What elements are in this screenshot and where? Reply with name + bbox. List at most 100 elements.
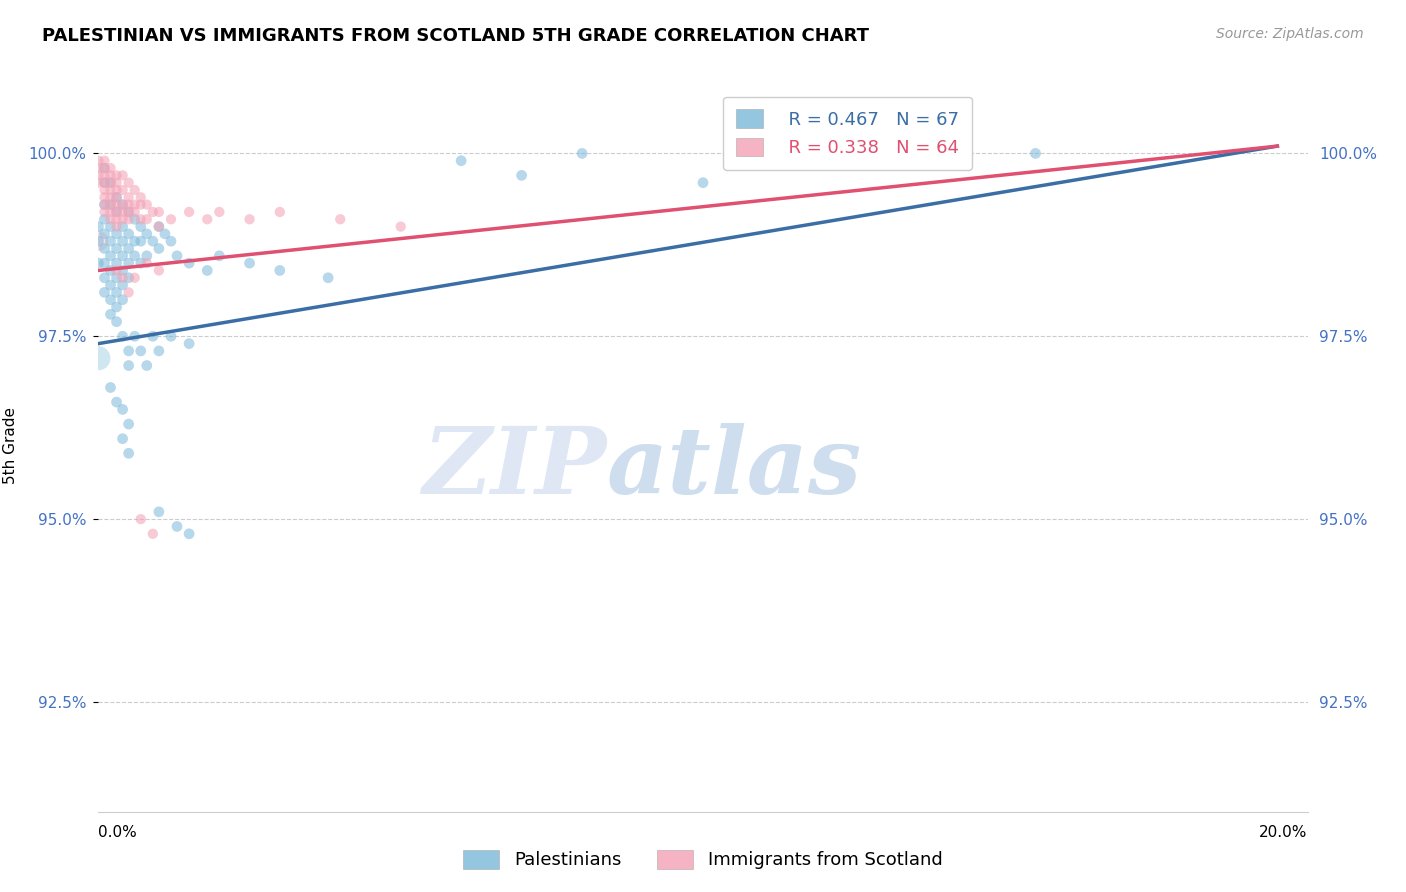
Point (142, 329, 165, 343)
Point (118, 417, 141, 431)
Point (100, 380, 122, 394)
Point (93, 153, 115, 168)
Point (124, 197, 146, 211)
Point (316, 270, 339, 285)
Point (111, 234, 134, 248)
Point (111, 270, 134, 285)
Point (100, 176, 122, 190)
Point (148, 343, 170, 358)
Point (142, 205, 165, 219)
Point (195, 263, 218, 277)
Point (93, 205, 115, 219)
Point (111, 249, 134, 263)
Point (111, 402, 134, 417)
Point (93, 161, 115, 175)
Point (93, 176, 115, 190)
Point (105, 183, 128, 197)
Point (87, 153, 110, 168)
Point (118, 176, 141, 190)
Point (148, 263, 170, 277)
Point (129, 256, 152, 270)
Point (450, 153, 472, 168)
Point (105, 176, 128, 190)
Point (118, 227, 141, 241)
Point (166, 249, 188, 263)
Point (571, 146, 593, 161)
Point (135, 227, 157, 241)
Point (111, 263, 134, 277)
Point (124, 249, 146, 263)
Point (111, 183, 134, 197)
Point (100, 234, 122, 248)
Point (100, 249, 122, 263)
Point (111, 197, 134, 211)
Point (148, 242, 170, 256)
Point (135, 197, 157, 211)
Point (87, 351, 110, 366)
Point (100, 219, 122, 234)
Point (135, 212, 157, 227)
Point (105, 212, 128, 227)
Point (118, 270, 141, 285)
Point (105, 263, 128, 277)
Point (135, 256, 157, 270)
Point (129, 212, 152, 227)
Point (873, 153, 896, 168)
Point (93, 197, 115, 211)
Y-axis label: 5th Grade: 5th Grade (3, 408, 17, 484)
Point (87, 234, 110, 248)
Point (93, 227, 115, 241)
Point (118, 343, 141, 358)
Point (105, 256, 128, 270)
Point (129, 197, 152, 211)
Point (105, 219, 128, 234)
Point (510, 169, 533, 183)
Point (118, 359, 141, 373)
Point (160, 212, 183, 227)
Point (87, 219, 110, 234)
Point (100, 197, 122, 211)
Point (135, 249, 157, 263)
Point (100, 307, 122, 321)
Point (105, 315, 128, 329)
Point (111, 329, 134, 343)
Legend:   R = 0.467   N = 67,   R = 0.338   N = 64: R = 0.467 N = 67, R = 0.338 N = 64 (723, 96, 972, 169)
Point (179, 336, 201, 351)
Point (124, 329, 146, 343)
Point (105, 285, 128, 300)
Point (93, 270, 115, 285)
Point (93, 169, 115, 183)
Point (269, 263, 291, 277)
Point (93, 285, 115, 300)
Point (87, 176, 110, 190)
Point (105, 190, 128, 204)
Point (93, 256, 115, 270)
Point (105, 190, 128, 204)
Point (100, 176, 122, 190)
Point (135, 359, 157, 373)
Point (111, 197, 134, 211)
Point (153, 227, 176, 241)
Point (129, 234, 152, 248)
Point (118, 190, 141, 204)
Point (239, 256, 262, 270)
Point (124, 270, 146, 285)
Point (124, 234, 146, 248)
Point (100, 263, 122, 277)
Point (93, 183, 115, 197)
Point (100, 169, 122, 183)
Point (100, 183, 122, 197)
Point (148, 219, 170, 234)
Point (269, 205, 291, 219)
Point (105, 242, 128, 256)
Point (105, 169, 128, 183)
Point (118, 205, 141, 219)
Point (160, 234, 183, 248)
Point (105, 227, 128, 241)
Point (124, 205, 146, 219)
Point (111, 205, 134, 219)
Point (93, 161, 115, 175)
Point (100, 205, 122, 219)
Point (195, 212, 218, 227)
Point (111, 219, 134, 234)
